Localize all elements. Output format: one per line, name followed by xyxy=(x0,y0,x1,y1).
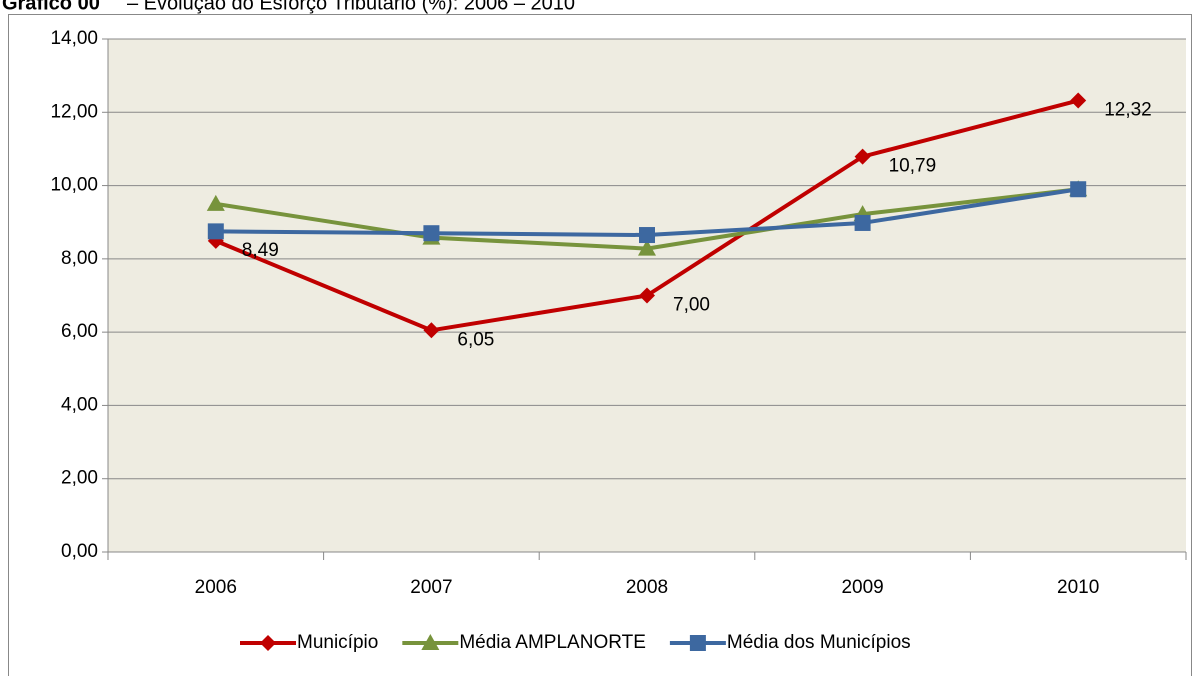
marker xyxy=(638,239,656,256)
marker xyxy=(260,635,276,651)
y-tick-label: 8,00 xyxy=(61,248,98,269)
y-tick-label: 14,00 xyxy=(50,28,98,49)
y-tick-label: 2,00 xyxy=(61,468,98,489)
legend-label: Município xyxy=(297,632,378,653)
marker xyxy=(206,194,225,211)
legend-label: Média AMPLANORTE xyxy=(459,632,646,653)
marker xyxy=(421,634,440,650)
x-tick-label: 2007 xyxy=(410,577,452,598)
chart-title: – Evolução do Esforço Tributário (%): 20… xyxy=(127,0,575,14)
marker xyxy=(639,227,655,244)
data-label: 7,00 xyxy=(673,295,710,316)
chart-title-label: Gráfico 00 xyxy=(2,0,100,14)
marker xyxy=(854,148,871,165)
data-label: 10,79 xyxy=(889,156,937,177)
marker xyxy=(639,287,655,304)
y-tick-label: 12,00 xyxy=(50,101,98,122)
y-tick-label: 4,00 xyxy=(61,394,98,415)
marker xyxy=(689,635,706,651)
marker xyxy=(1070,92,1087,109)
data-label: 8,49 xyxy=(242,240,279,261)
x-tick-label: 2010 xyxy=(1057,577,1099,598)
y-tick-label: 0,00 xyxy=(61,541,98,562)
marker xyxy=(423,322,440,339)
marker xyxy=(207,223,224,240)
x-tick-label: 2006 xyxy=(195,577,237,598)
marker xyxy=(423,225,440,242)
legend-label: Média dos Municípios xyxy=(727,632,911,653)
y-tick-label: 6,00 xyxy=(61,321,98,342)
x-tick-label: 2008 xyxy=(626,577,668,598)
x-tick-label: 2009 xyxy=(841,577,883,598)
y-tick-label: 10,00 xyxy=(50,175,98,196)
marker xyxy=(1070,181,1087,198)
data-label: 6,05 xyxy=(457,329,494,350)
marker xyxy=(854,214,871,231)
data-label: 12,32 xyxy=(1104,100,1152,121)
